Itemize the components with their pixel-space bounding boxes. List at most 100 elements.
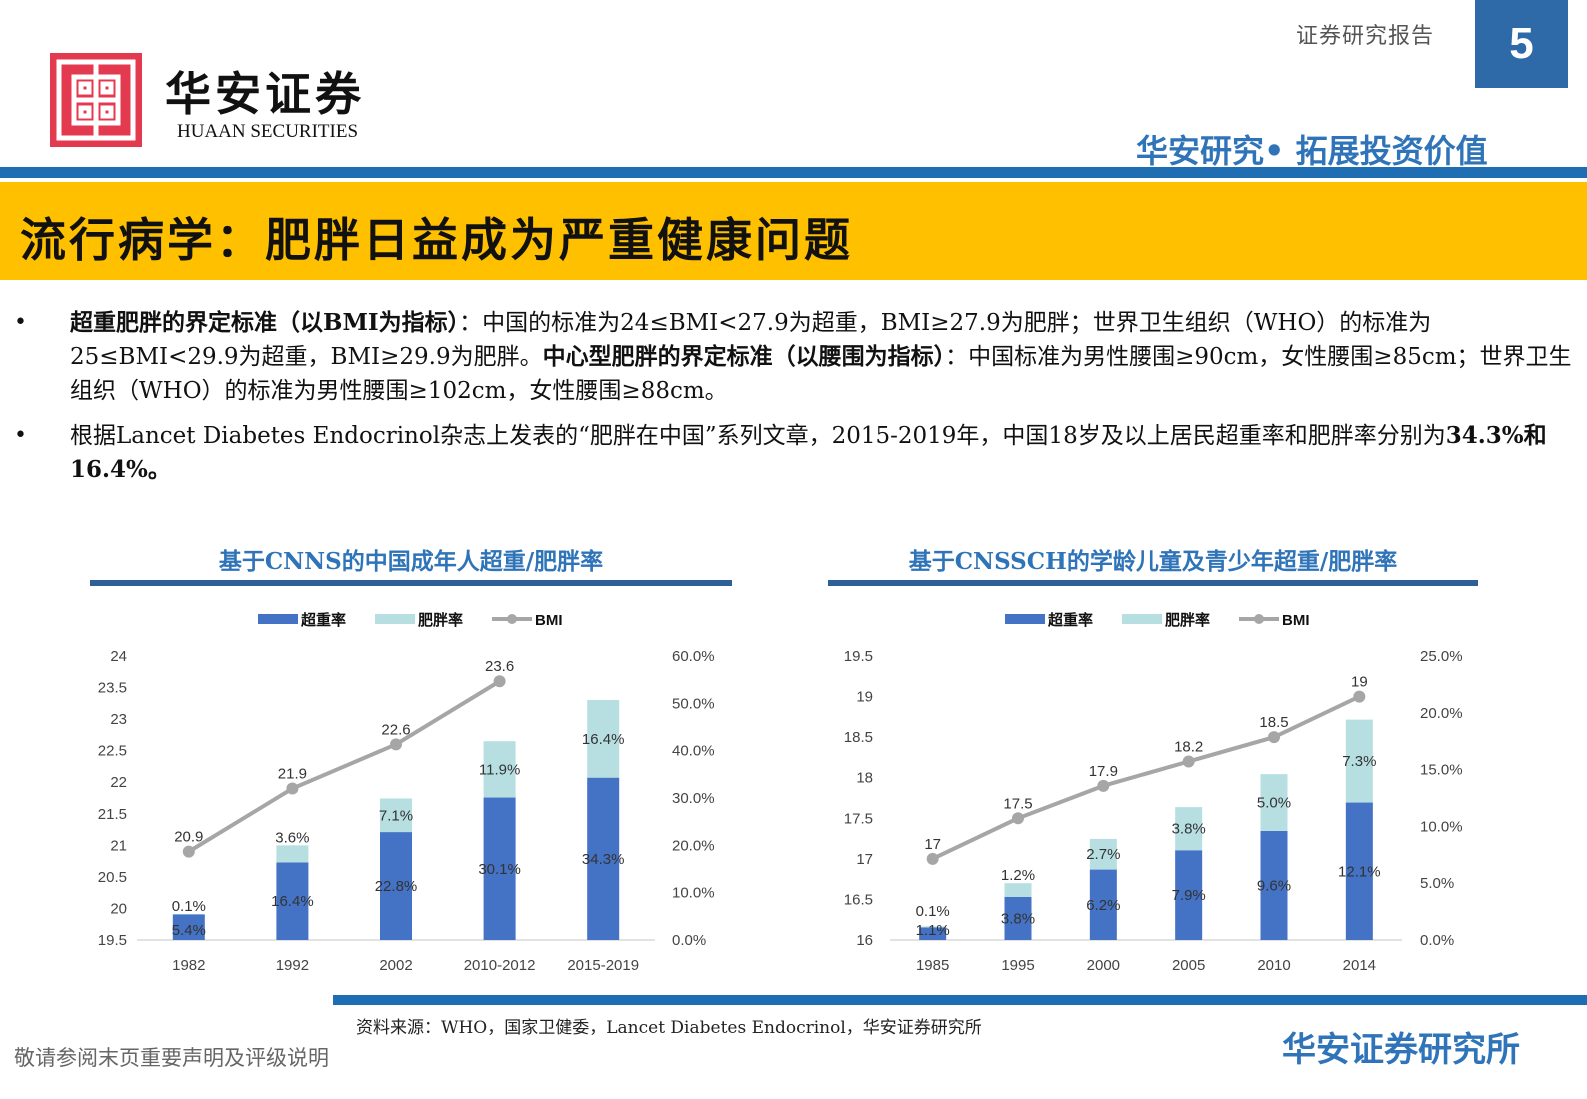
x-tick: 1992 (276, 957, 309, 974)
bullet-item: • 超重肥胖的界定标准（以BMI为指标）：中国的标准为24≤BMI<27.9为超… (14, 306, 1574, 408)
bar-obese (483, 741, 516, 798)
bar-label-overweight: 5.4% (172, 922, 206, 939)
disclaimer-link[interactable]: 敬请参阅末页重要声明及评级说明 (14, 1046, 329, 1070)
footer-brand: 华安证券研究所 (1282, 1030, 1520, 1070)
bar-obese (1175, 807, 1203, 851)
bar-label-obese: 11.9% (479, 761, 520, 778)
y-right-tick: 10.0% (672, 885, 715, 902)
logo-english: HUAAN SECURITIES (177, 121, 359, 142)
y-left-tick: 16 (856, 932, 873, 949)
bar-obese (919, 926, 947, 928)
logo-chinese: 华安证券 (165, 67, 365, 121)
logo-mark (50, 53, 142, 147)
bar-overweight (1345, 802, 1373, 940)
bmi-label: 22.6 (381, 721, 410, 738)
y-left-tick: 24 (110, 648, 127, 665)
x-tick: 2014 (1343, 957, 1376, 974)
y-left-tick: 19.5 (844, 648, 873, 665)
bar-obese (587, 700, 620, 778)
bar-label-overweight: 7.9% (1172, 887, 1206, 904)
y-right-tick: 40.0% (672, 743, 715, 760)
text: 根据Lancet Diabetes Endocrinol杂志上发表的“肥胖在中国… (70, 423, 1446, 449)
source-note: 资料来源：WHO，国家卫健委，Lancet Diabetes Endocrino… (356, 1018, 982, 1038)
bar-label-obese: 2.7% (1086, 846, 1120, 863)
slogan: 华安研究• 拓展投资价值 (1136, 132, 1488, 170)
bmi-label: 23.6 (485, 658, 514, 675)
bullet-text-2: 根据Lancet Diabetes Endocrinol杂志上发表的“肥胖在中国… (70, 419, 1574, 487)
bar-overweight (380, 832, 412, 940)
text: ：中国的标准为24≤BMI<27.9为超重，BMI≥27.9为肥胖；世界卫生组织… (70, 310, 1432, 370)
bmi-label: 21.9 (278, 766, 307, 783)
bmi-point (1097, 779, 1110, 792)
bmi-point (286, 782, 299, 795)
legend-marker-bmi (507, 614, 517, 624)
legend-swatch-obese (1122, 614, 1162, 624)
y-left-tick: 23 (110, 711, 127, 728)
bmi-point (1353, 690, 1366, 703)
y-right-tick: 0.0% (672, 932, 706, 949)
bar-obese (276, 845, 309, 863)
y-right-tick: 20.0% (672, 837, 715, 854)
bullet-dot: • (14, 423, 27, 448)
bmi-point (1268, 731, 1280, 744)
text: ：中国标准为男性腰围≥90cm，女性腰围≥85cm；世界卫生组织（WHO）的标准… (70, 344, 1572, 404)
bar-label-overweight: 3.8% (1001, 910, 1035, 927)
x-tick: 1985 (916, 957, 949, 974)
legend-swatch-obese (375, 614, 415, 624)
y-left-tick: 18 (856, 770, 873, 787)
bar-label-obese: 5.0% (1257, 795, 1291, 812)
bmi-label: 18.5 (1259, 714, 1288, 731)
legend-marker-bmi (1254, 614, 1264, 624)
bold-text: 超重肥胖的界定标准（以BMI为指标） (70, 309, 460, 336)
x-tick: 2000 (1087, 957, 1120, 974)
bar-obese (1004, 883, 1032, 897)
title-bar (0, 182, 1587, 280)
bmi-label: 17.5 (1003, 795, 1032, 812)
y-left-tick: 20 (110, 900, 127, 917)
bar-label-overweight: 30.1% (478, 861, 521, 878)
bar-label-obese: 16.4% (582, 731, 625, 748)
y-left-tick: 20.5 (98, 869, 127, 886)
bmi-line (931, 694, 1361, 861)
y-left-tick: 17.5 (844, 810, 873, 827)
x-tick: 1995 (1001, 957, 1034, 974)
legend-label: 超重率 (1047, 611, 1093, 629)
legend-swatch-overweight (258, 614, 298, 624)
chart-title-children: 基于CNSSCH的学龄儿童及青少年超重/肥胖率 (908, 548, 1398, 575)
chart-title-adults: 基于CNNS的中国成年人超重/肥胖率 (218, 548, 604, 575)
bullet-list: • 超重肥胖的界定标准（以BMI为指标）：中国的标准为24≤BMI<27.9为超… (14, 306, 1574, 487)
bold-text: 34.3%和16.4%。 (70, 422, 1547, 483)
bar-label-obese: 0.1% (172, 898, 206, 915)
y-left-tick: 22.5 (98, 743, 127, 760)
bmi-point (926, 852, 939, 865)
bar-obese (1089, 838, 1117, 870)
bar-overweight (587, 777, 620, 940)
bullet-dot: • (14, 310, 27, 335)
bar-label-overweight: 12.1% (1338, 863, 1381, 880)
report-type: 证券研究报告 (1296, 24, 1435, 49)
y-right-tick: 5.0% (1420, 875, 1454, 892)
y-left-tick: 19.5 (98, 932, 127, 949)
y-right-tick: 15.0% (1420, 762, 1463, 779)
x-tick: 2010-2012 (464, 957, 536, 974)
bmi-point (390, 738, 402, 751)
page-title: 流行病学：肥胖日益成为严重健康问题 (20, 213, 853, 267)
bar-obese (380, 798, 412, 833)
y-left-tick: 22 (110, 774, 127, 791)
x-tick: 2002 (379, 957, 412, 974)
x-tick: 2005 (1172, 957, 1205, 974)
bar-label-overweight: 1.1% (916, 922, 950, 939)
y-right-tick: 30.0% (672, 790, 715, 807)
legend-label: BMI (1282, 612, 1310, 629)
bar-obese (1260, 774, 1288, 831)
bmi-label: 17.9 (1089, 763, 1118, 780)
bar-label-obese: 0.1% (916, 903, 950, 920)
bar-label-overweight: 16.4% (271, 893, 314, 910)
bar-overweight (1260, 830, 1288, 940)
y-left-tick: 18.5 (844, 729, 873, 746)
bar-overweight (919, 927, 947, 940)
footer-divider (333, 995, 1587, 1005)
y-right-tick: 0.0% (1420, 932, 1454, 949)
chart-title-underline (90, 580, 732, 586)
